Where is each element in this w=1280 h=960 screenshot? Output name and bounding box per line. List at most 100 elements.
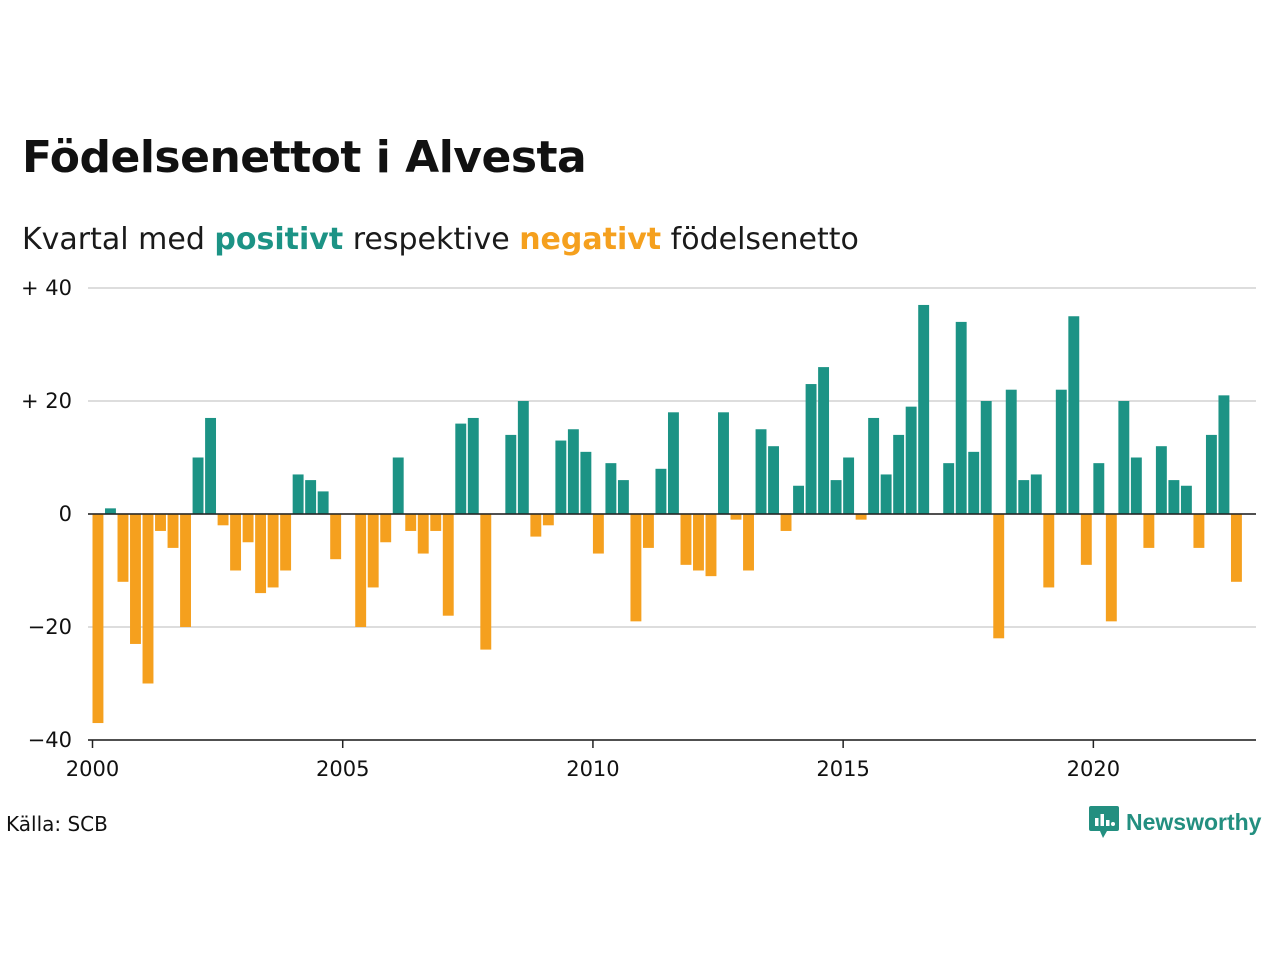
bar-positive	[943, 463, 955, 514]
subtitle-suffix: födelsenetto	[661, 222, 859, 257]
bar-negative	[405, 514, 417, 531]
bar-negative	[705, 514, 717, 577]
bar-positive	[1218, 395, 1230, 514]
bar-positive	[617, 480, 629, 514]
bar-chart: + 40 + 20 0 −20 −40 2000 2005 2010 2015 2020	[21, 276, 1256, 781]
bar-negative	[1043, 514, 1055, 588]
bar-positive	[467, 417, 479, 514]
bar-negative	[630, 514, 642, 622]
bar-positive	[667, 412, 679, 514]
bar-negative	[130, 514, 141, 644]
bar-positive	[555, 440, 567, 514]
axes: + 40 + 20 0 −20 −40 2000 2005 2010 2015 2020	[21, 276, 1256, 781]
bar-positive	[1155, 446, 1167, 514]
bar-negative	[217, 514, 229, 526]
bar-positive	[605, 463, 617, 514]
bar-positive	[1005, 389, 1017, 514]
source-note: Källa: SCB	[6, 812, 108, 836]
bar-negative	[592, 514, 604, 554]
bar-negative	[367, 514, 379, 588]
chart-subtitle: Kvartal med positivt respektive negativt…	[22, 222, 859, 257]
y-tick-label: −20	[28, 615, 72, 639]
bar-positive	[505, 434, 517, 514]
bar-positive	[292, 474, 304, 514]
bars	[92, 304, 1242, 724]
bar-negative	[267, 514, 279, 588]
brand-name: Newsworthy	[1126, 808, 1262, 835]
bar-positive	[1118, 401, 1130, 514]
bar-positive	[105, 508, 116, 514]
bar-negative	[430, 514, 442, 531]
bar-negative	[180, 514, 191, 627]
bar-negative	[1105, 514, 1117, 622]
bar-positive	[880, 474, 892, 514]
subtitle-negative-word: negativt	[519, 222, 662, 257]
bar-positive	[893, 434, 905, 514]
bar-negative	[1193, 514, 1205, 548]
bar-negative	[142, 514, 154, 684]
bar-negative	[1143, 514, 1155, 548]
bar-negative	[730, 514, 742, 520]
bar-positive	[1093, 463, 1105, 514]
bar-positive	[455, 423, 467, 514]
bar-negative	[330, 514, 342, 560]
bar-negative	[743, 514, 754, 571]
chart-title: Födelsenettot i Alvesta	[22, 132, 587, 183]
bar-negative	[167, 514, 179, 548]
bar-negative	[117, 514, 129, 582]
bar-negative	[680, 514, 692, 565]
subtitle-middle: respektive	[343, 222, 520, 257]
bar-positive	[793, 485, 805, 514]
bar-positive	[655, 468, 667, 514]
bar-positive	[905, 406, 917, 514]
bar-negative	[230, 514, 242, 571]
bar-negative	[417, 514, 429, 554]
bar-positive	[1130, 457, 1142, 514]
bar-negative	[155, 514, 166, 531]
y-tick-label: + 40	[21, 276, 72, 300]
bar-positive	[1055, 389, 1067, 514]
bar-positive	[192, 457, 204, 514]
bar-positive	[392, 457, 404, 514]
bar-positive	[755, 429, 767, 514]
bar-positive	[317, 491, 329, 514]
x-tick-label: 2020	[1067, 757, 1120, 781]
bar-negative	[642, 514, 654, 548]
bar-positive	[580, 451, 592, 514]
bar-positive	[968, 451, 980, 514]
bar-positive	[718, 412, 729, 514]
x-tick-label: 2010	[566, 757, 619, 781]
bar-negative	[480, 514, 492, 650]
bar-positive	[205, 417, 217, 514]
bar-positive	[567, 429, 579, 514]
bar-positive	[955, 321, 967, 514]
x-tick-label: 2005	[316, 757, 369, 781]
bar-positive	[805, 384, 817, 514]
bar-negative	[855, 514, 867, 520]
subtitle-positive-word: positivt	[214, 222, 344, 257]
y-tick-label: −40	[28, 728, 72, 752]
bar-negative	[542, 514, 554, 526]
bar-positive	[980, 401, 992, 514]
bar-positive	[843, 457, 855, 514]
bar-positive	[1030, 474, 1042, 514]
newsworthy-logo-icon	[1089, 806, 1119, 838]
bar-positive	[830, 480, 842, 514]
bar-negative	[355, 514, 367, 627]
bar-negative	[380, 514, 392, 543]
bar-positive	[1168, 480, 1180, 514]
bar-positive	[918, 304, 930, 514]
bar-negative	[255, 514, 267, 594]
x-tick-label: 2015	[816, 757, 869, 781]
bar-positive	[305, 480, 317, 514]
bar-positive	[868, 417, 880, 514]
bar-positive	[1068, 316, 1080, 514]
bar-negative	[92, 514, 104, 724]
brand-logo[interactable]: Newsworthy	[1088, 804, 1261, 840]
subtitle-prefix: Kvartal med	[22, 222, 215, 257]
bar-negative	[442, 514, 454, 616]
bar-negative	[280, 514, 292, 571]
x-tick-label: 2000	[66, 757, 119, 781]
bar-positive	[768, 446, 779, 514]
bar-positive	[1205, 434, 1217, 514]
